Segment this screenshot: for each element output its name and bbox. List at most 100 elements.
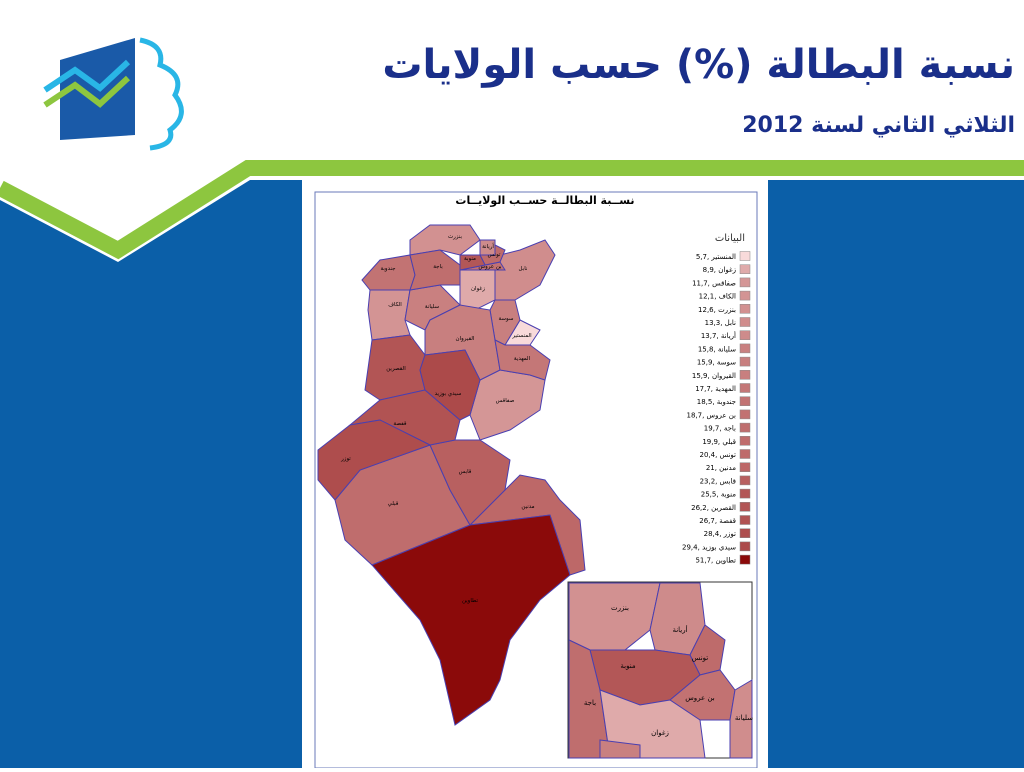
legend-label: 15,9, سوسة (697, 359, 736, 367)
region (424, 304, 501, 381)
region (317, 419, 432, 501)
legend-label: 28,4, توزر (704, 530, 736, 538)
legend-swatch (739, 304, 751, 314)
legend-swatch (739, 436, 751, 446)
map-title: نســبة البطالــة حســب الولايــات (455, 194, 634, 207)
region-label: قبلي (388, 501, 399, 507)
region-label: بن عروس (478, 264, 502, 270)
legend-swatch (739, 290, 751, 301)
region-label: زغوان (471, 286, 485, 292)
legend-swatch (739, 317, 751, 327)
region-label: المنستير (511, 333, 532, 339)
legend-label: 26,7, قفصة (699, 517, 736, 525)
legend-swatch (739, 449, 751, 459)
region-label: المهدية (514, 356, 531, 362)
legend-swatch (739, 502, 751, 512)
legend-swatch (739, 528, 751, 538)
region (459, 254, 486, 271)
legend-label: 15,9, القيروان (692, 372, 736, 380)
region-label: باجة (433, 264, 443, 270)
legend: 5,7, المنستير 8,9, زغوان 11,7, صفاقس 12,1, … (682, 251, 751, 565)
legend-label: 13,7, أريانة (701, 331, 736, 340)
region (419, 349, 481, 421)
region-label: قفصة (393, 421, 407, 427)
legend-swatch (739, 396, 751, 406)
legend-label: 23,2, قابس (700, 477, 736, 485)
slide-title: نسبة البطالة (%) حسب الولايات (382, 42, 1015, 88)
legend-label: 21, مدنين (706, 464, 736, 472)
region-label: أريانة (482, 242, 494, 250)
legend-swatch (739, 251, 751, 261)
legend-label: 26,2, القصرين (691, 504, 736, 512)
region-label: سوسة (498, 316, 513, 322)
inset-label: سليانة (735, 714, 753, 722)
inset-label: أريانة (672, 625, 687, 634)
legend-swatch (739, 422, 751, 433)
legend-swatch (739, 554, 751, 565)
legend-label: 5,7, المنستير (696, 253, 736, 261)
region-label: توزر (340, 456, 351, 462)
region-label: القيروان (456, 336, 475, 342)
legend-label: 29,4, سيدي بوزيد (682, 543, 736, 551)
legend-swatch (739, 515, 751, 525)
legend-label: 12,1, الكاف (699, 293, 736, 301)
legend-label: 13,3, نابل (705, 319, 736, 327)
legend-swatch (739, 409, 751, 420)
region-label: تونس (488, 252, 501, 258)
legend-label: 17,7, المهدية (695, 385, 736, 393)
region-label: القصرين (386, 366, 406, 372)
logo (43, 37, 184, 151)
region-label: سليانة (425, 304, 440, 310)
legend-swatch (739, 356, 751, 367)
legend-label: 15,8, سليانة (698, 345, 736, 353)
legend-title: البيانات (715, 233, 745, 244)
legend-label: 12,6, بنزرت (698, 306, 736, 314)
inset-map: بنزرت أريانة تونس منوبة بن عروس باجة زغوان سليا… (568, 582, 753, 759)
region-label: قابس (459, 469, 472, 475)
region (494, 339, 551, 381)
inset-label: بنزرت (611, 604, 629, 612)
legend-label: 25,5, منوبة (701, 491, 736, 499)
inset-label: زغوان (651, 729, 669, 737)
inset-label: باجة (584, 699, 596, 707)
legend-swatch (739, 383, 751, 393)
legend-label: 19,9, قبلي (702, 438, 736, 446)
legend-label: 51,7, تطاوين (695, 557, 736, 565)
legend-label: 19,7, باجة (704, 425, 736, 433)
legend-label: 18,7, بن عروس (686, 411, 736, 419)
map: المنستير زغوان صفاقس الكاف بنزرت نابل أريانة سل… (317, 224, 586, 726)
region-label: صفاقس (496, 398, 515, 404)
legend-swatch (739, 462, 751, 472)
legend-label: 11,7, صفاقس (692, 279, 736, 287)
region-label: سيدي بوزيد (435, 391, 462, 397)
legend-swatch (739, 330, 751, 340)
legend-label: 18,5, جندوبة (697, 398, 736, 406)
legend-label: 8,9, زغوان (703, 266, 736, 274)
legend-label: 20,4, تونس (700, 451, 737, 459)
legend-swatch (739, 475, 751, 486)
region-label: منوبة (464, 256, 476, 262)
legend-swatch (739, 343, 751, 354)
legend-swatch (739, 541, 751, 552)
legend-swatch (739, 488, 751, 499)
region (494, 239, 556, 301)
green-stripe (0, 160, 1024, 260)
inset-label: تونس (692, 654, 708, 662)
region-label: بنزرت (448, 234, 463, 240)
region-label: الكاف (388, 301, 402, 308)
region-label: مدنين (521, 504, 534, 510)
legend-swatch (739, 370, 751, 380)
inset-region (729, 679, 753, 759)
inset-label: بن عروس (685, 694, 715, 702)
region-label: تطاوين (462, 598, 479, 604)
inset-region (599, 739, 641, 759)
region (367, 289, 411, 341)
region (409, 249, 461, 291)
region (429, 439, 511, 526)
region (371, 514, 571, 726)
inset-label: منوبة (620, 662, 635, 670)
legend-swatch (739, 264, 751, 274)
slide-subtitle: الثلاثي الثاني لسنة 2012 (742, 113, 1015, 138)
